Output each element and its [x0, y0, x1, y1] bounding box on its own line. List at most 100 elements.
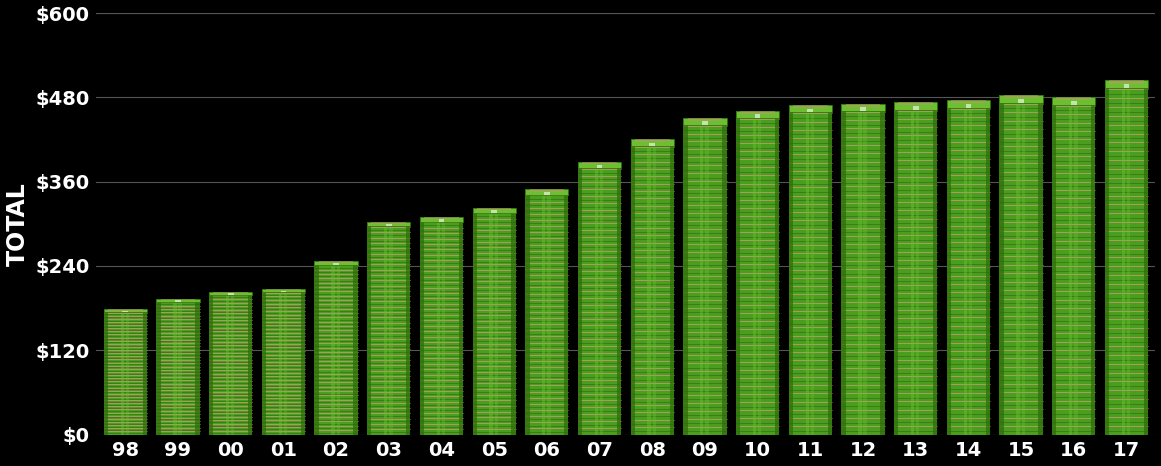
Bar: [648, 139, 651, 434]
Bar: [652, 139, 656, 434]
Bar: [231, 292, 235, 434]
Bar: [420, 217, 424, 434]
Bar: [706, 118, 708, 434]
Bar: [1070, 101, 1076, 105]
Bar: [1000, 95, 1004, 434]
Bar: [477, 208, 512, 210]
Bar: [788, 105, 832, 434]
Bar: [261, 289, 266, 434]
Bar: [842, 103, 845, 434]
Bar: [842, 103, 885, 434]
Bar: [301, 289, 305, 434]
Bar: [542, 189, 546, 434]
Bar: [157, 299, 200, 434]
Bar: [807, 109, 813, 112]
Bar: [491, 210, 497, 212]
Bar: [894, 102, 899, 434]
Bar: [103, 309, 147, 434]
Bar: [564, 189, 569, 434]
Bar: [473, 208, 515, 434]
Bar: [986, 100, 990, 434]
Bar: [755, 114, 760, 118]
Bar: [281, 291, 287, 292]
Bar: [864, 103, 867, 434]
Bar: [473, 208, 477, 434]
Bar: [525, 189, 569, 195]
Bar: [173, 299, 176, 434]
Bar: [442, 217, 446, 434]
Bar: [758, 111, 762, 434]
Bar: [248, 292, 252, 434]
Bar: [1004, 95, 1038, 98]
Bar: [495, 208, 498, 434]
Bar: [512, 208, 515, 434]
Bar: [1105, 81, 1148, 434]
Bar: [630, 139, 673, 434]
Bar: [880, 103, 885, 434]
Bar: [1074, 97, 1077, 434]
Bar: [951, 100, 986, 103]
Bar: [420, 217, 463, 434]
Bar: [1016, 95, 1019, 434]
Bar: [630, 139, 673, 146]
Bar: [209, 292, 214, 434]
Bar: [261, 289, 305, 292]
Bar: [1127, 81, 1131, 434]
Bar: [969, 100, 972, 434]
Bar: [437, 217, 440, 434]
Bar: [946, 100, 990, 434]
Bar: [439, 219, 445, 221]
Bar: [108, 309, 143, 310]
Bar: [389, 222, 392, 434]
Bar: [333, 263, 339, 265]
Bar: [209, 292, 252, 434]
Bar: [1018, 99, 1024, 103]
Bar: [600, 162, 604, 434]
Bar: [367, 222, 410, 434]
Bar: [1124, 84, 1130, 88]
Bar: [283, 289, 287, 434]
Bar: [209, 292, 252, 295]
Bar: [367, 222, 410, 226]
Bar: [315, 261, 319, 434]
Bar: [1038, 95, 1043, 434]
Bar: [367, 222, 372, 434]
Bar: [490, 208, 492, 434]
Bar: [911, 102, 914, 434]
Bar: [806, 105, 809, 434]
Bar: [529, 189, 564, 192]
Bar: [670, 139, 673, 434]
Bar: [372, 222, 406, 224]
Bar: [160, 299, 195, 300]
Bar: [741, 111, 774, 114]
Bar: [842, 103, 885, 111]
Bar: [946, 100, 990, 108]
Bar: [424, 217, 459, 219]
Bar: [214, 292, 248, 293]
Bar: [384, 222, 388, 434]
Bar: [1144, 81, 1148, 434]
Bar: [179, 299, 182, 434]
Bar: [583, 162, 616, 164]
Bar: [525, 189, 569, 434]
Bar: [736, 111, 779, 118]
Bar: [315, 261, 358, 265]
Bar: [125, 309, 129, 434]
Bar: [1057, 97, 1091, 100]
Bar: [913, 106, 918, 110]
Bar: [525, 189, 529, 434]
Bar: [684, 118, 727, 434]
Bar: [894, 102, 937, 110]
Y-axis label: TOTAL: TOTAL: [6, 182, 29, 266]
Bar: [261, 289, 305, 434]
Bar: [420, 217, 463, 221]
Bar: [828, 105, 832, 434]
Bar: [1052, 97, 1095, 105]
Bar: [684, 118, 687, 434]
Bar: [122, 311, 128, 312]
Bar: [635, 139, 670, 142]
Bar: [1122, 81, 1125, 434]
Bar: [933, 102, 937, 434]
Bar: [331, 261, 334, 434]
Bar: [736, 111, 741, 434]
